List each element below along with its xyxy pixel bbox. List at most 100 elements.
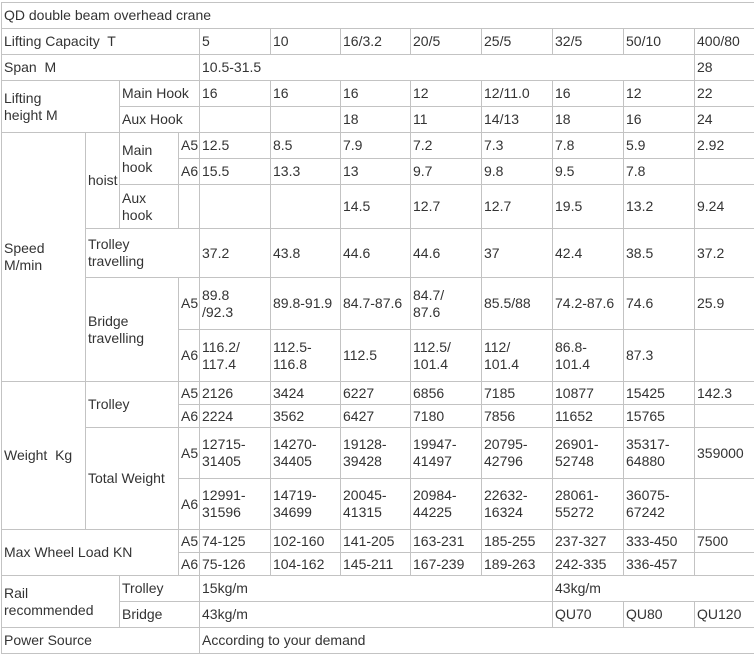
a5-label: A5 — [179, 278, 200, 330]
value-cell: 20795- 42796 — [482, 428, 553, 479]
rail-bridge-label: Bridge — [120, 602, 200, 628]
value-cell: 38.5 — [624, 229, 695, 278]
value-cell: 19.5 — [553, 185, 624, 229]
value-cell: QU80 — [624, 602, 695, 628]
value-cell: 42.4 — [553, 229, 624, 278]
value-cell: 20045- 41315 — [341, 479, 411, 530]
value-cell: 44.6 — [411, 229, 482, 278]
value-cell: 28061- 55272 — [553, 479, 624, 530]
value-cell: 14270- 34405 — [271, 428, 341, 479]
row-span: Span M 10.5-31.5 28 — [2, 55, 754, 81]
value-cell: 7.8 — [624, 159, 695, 185]
value-cell: 5.9 — [624, 133, 695, 159]
value-cell: 74.6 — [624, 278, 695, 330]
empty-cell — [695, 479, 754, 530]
speed-label: Speed M/min — [2, 133, 86, 382]
value-cell: 8.5 — [271, 133, 341, 159]
value-cell: 3562 — [271, 405, 341, 428]
value-cell: 37.2 — [200, 229, 271, 278]
value-cell: 18 — [553, 107, 624, 133]
value-cell: 74-125 — [200, 530, 271, 553]
value-cell: 15.5 — [200, 159, 271, 185]
value-cell: 7.9 — [341, 133, 411, 159]
a6-label: A6 — [179, 479, 200, 530]
value-cell: 50/10 — [624, 29, 695, 55]
row-title: QD double beam overhead crane — [2, 3, 754, 29]
row-weight-trolley-a5: Weight Kg Trolley A5 2126 3424 6227 6856… — [2, 382, 754, 405]
row-max-wheel-load-a5: Max Wheel Load KN A5 74-125 102-160 141-… — [2, 530, 754, 553]
value-cell: 85.5/88 — [482, 278, 553, 330]
value-cell: 12.5 — [200, 133, 271, 159]
value-cell: 189-263 — [482, 553, 553, 576]
a5-label: A5 — [179, 530, 200, 553]
value-cell: 7.8 — [553, 133, 624, 159]
row-lifting-height-main-hook: Lifting height M Main Hook 16 16 16 12 1… — [2, 81, 754, 107]
value-cell: 86.8- 101.4 — [553, 330, 624, 382]
value-cell: 5 — [200, 29, 271, 55]
trolley-travelling-label: Trolley travelling — [86, 229, 200, 278]
a6-label: A6 — [179, 405, 200, 428]
value-cell: 7856 — [482, 405, 553, 428]
a5-label: A5 — [179, 382, 200, 405]
empty-cell — [179, 185, 200, 229]
empty-cell — [200, 107, 271, 133]
value-cell: 16 — [624, 107, 695, 133]
empty-cell — [695, 159, 754, 185]
row-weight-total-a5: Total Weight A5 12715- 31405 14270- 3440… — [2, 428, 754, 479]
value-cell: 359000 — [695, 428, 754, 479]
value-cell: 13 — [341, 159, 411, 185]
value-cell: 116.2/ 117.4 — [200, 330, 271, 382]
value-cell: 167-239 — [411, 553, 482, 576]
value-cell: 14/13 — [482, 107, 553, 133]
value-cell: 14.5 — [341, 185, 411, 229]
value-cell: 2224 — [200, 405, 271, 428]
value-cell: 3424 — [271, 382, 341, 405]
empty-cell — [695, 330, 754, 382]
value-cell: 400/80 — [695, 29, 754, 55]
value-cell: 12/11.0 — [482, 81, 553, 107]
empty-cell — [271, 185, 341, 229]
value-cell: 32/5 — [553, 29, 624, 55]
value-cell: 112/ 101.4 — [482, 330, 553, 382]
value-cell: According to your demand — [200, 628, 754, 654]
value-cell: 102-160 — [271, 530, 341, 553]
weight-label: Weight Kg — [2, 382, 86, 530]
value-cell: 12 — [624, 81, 695, 107]
value-cell: 12715- 31405 — [200, 428, 271, 479]
value-cell: 15425 — [624, 382, 695, 405]
row-speed-main-hook-a5: Speed M/min hoist Main hook A5 12.5 8.5 … — [2, 133, 754, 159]
value-cell: 25/5 — [482, 29, 553, 55]
max-wheel-load-label: Max Wheel Load KN — [2, 530, 179, 576]
value-cell: 43.8 — [271, 229, 341, 278]
value-cell: 89.8-91.9 — [271, 278, 341, 330]
value-cell: 43kg/m — [200, 602, 553, 628]
row-bridge-travelling-a5: Bridge travelling A5 89.8 /92.3 89.8-91.… — [2, 278, 754, 330]
a5-label: A5 — [179, 133, 200, 159]
value-cell: 333-450 — [624, 530, 695, 553]
value-cell: 84.7/ 87.6 — [411, 278, 482, 330]
aux-hook-label: Aux Hook — [120, 107, 200, 133]
a5-label: A5 — [179, 428, 200, 479]
value-cell: 141-205 — [341, 530, 411, 553]
value-cell: 11 — [411, 107, 482, 133]
value-cell: 19947- 41497 — [411, 428, 482, 479]
speed-main-hook-label: Main hook — [120, 133, 179, 185]
value-cell: 185-255 — [482, 530, 553, 553]
value-cell: 145-211 — [341, 553, 411, 576]
value-cell: 12.7 — [482, 185, 553, 229]
value-cell: 11652 — [553, 405, 624, 428]
empty-cell — [695, 405, 754, 428]
value-cell: 24 — [695, 107, 754, 133]
value-cell: 14719- 34699 — [271, 479, 341, 530]
value-cell: 9.8 — [482, 159, 553, 185]
empty-cell — [200, 185, 271, 229]
value-cell: 28 — [695, 55, 754, 81]
a6-label: A6 — [179, 159, 200, 185]
value-cell: 9.5 — [553, 159, 624, 185]
value-cell: 7.2 — [411, 133, 482, 159]
value-cell: 7180 — [411, 405, 482, 428]
value-cell: 26901- 52748 — [553, 428, 624, 479]
capacity-label: Lifting Capacity T — [2, 29, 200, 55]
value-cell: 6227 — [341, 382, 411, 405]
